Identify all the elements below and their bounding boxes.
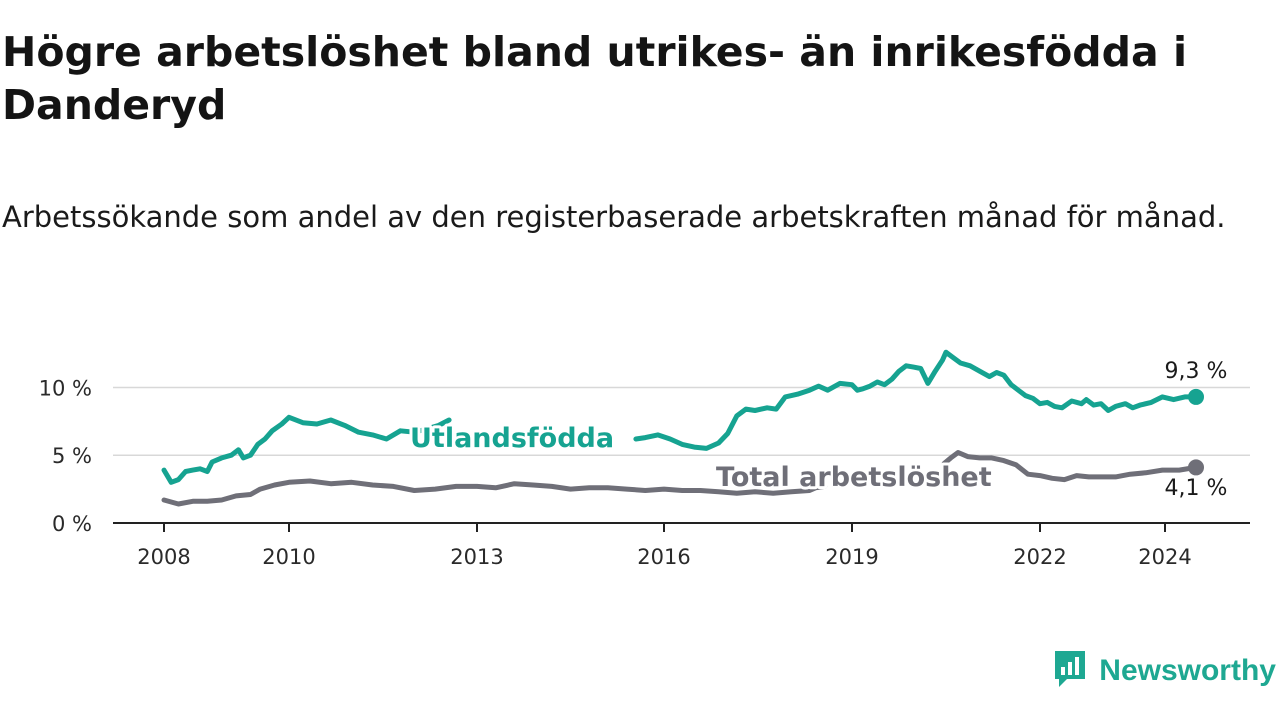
newsworthy-logo-icon <box>1053 649 1087 693</box>
series-lines <box>161 349 1204 507</box>
axes: 0 % 5 % 10 % 2008 2010 2013 2016 2019 2022 2024 <box>39 376 1250 569</box>
gridlines <box>113 386 1250 456</box>
x-tick-label-2010: 2010 <box>262 545 315 569</box>
brand-name: Newsworthy <box>1099 654 1276 687</box>
series-label-utlandsfodda: Utlandsfödda <box>410 423 614 454</box>
y-tick-label-0: 0 % <box>52 512 92 536</box>
end-point-total <box>1188 459 1204 476</box>
end-value-total: 4,1 % <box>1165 476 1228 501</box>
series-line-total-1 <box>941 450 1199 483</box>
x-tick-label-2008: 2008 <box>137 545 190 569</box>
x-tick-label-2019: 2019 <box>825 545 878 569</box>
x-tick-label-2013: 2013 <box>450 545 503 569</box>
y-tick-label-10: 10 % <box>39 376 92 400</box>
chart-subtitle: Arbetssökande som andel av den registerb… <box>2 200 1226 234</box>
newsworthy-brand: Newsworthy <box>1053 650 1276 692</box>
end-point-utlandsfodda <box>1188 388 1204 405</box>
series-label-total-arbetsloshet: Total arbetslöshet <box>716 462 992 493</box>
series-line-utlandsfodda-1 <box>633 349 1199 451</box>
x-tick-label-2024: 2024 <box>1138 545 1191 569</box>
x-tick-label-2016: 2016 <box>637 545 690 569</box>
y-tick-label-5: 5 % <box>52 444 92 468</box>
chart-title: Högre arbetslöshet bland utrikes- än inr… <box>2 28 1187 129</box>
series-line-utlandsfodda-0 <box>161 414 452 485</box>
x-tick-label-2022: 2022 <box>1013 545 1066 569</box>
series-labels: Utlandsfödda Total arbetslöshet 9,3 % 4,… <box>407 359 1228 501</box>
end-value-utlandsfodda: 9,3 % <box>1165 359 1228 384</box>
series-line-total-0 <box>161 478 828 507</box>
